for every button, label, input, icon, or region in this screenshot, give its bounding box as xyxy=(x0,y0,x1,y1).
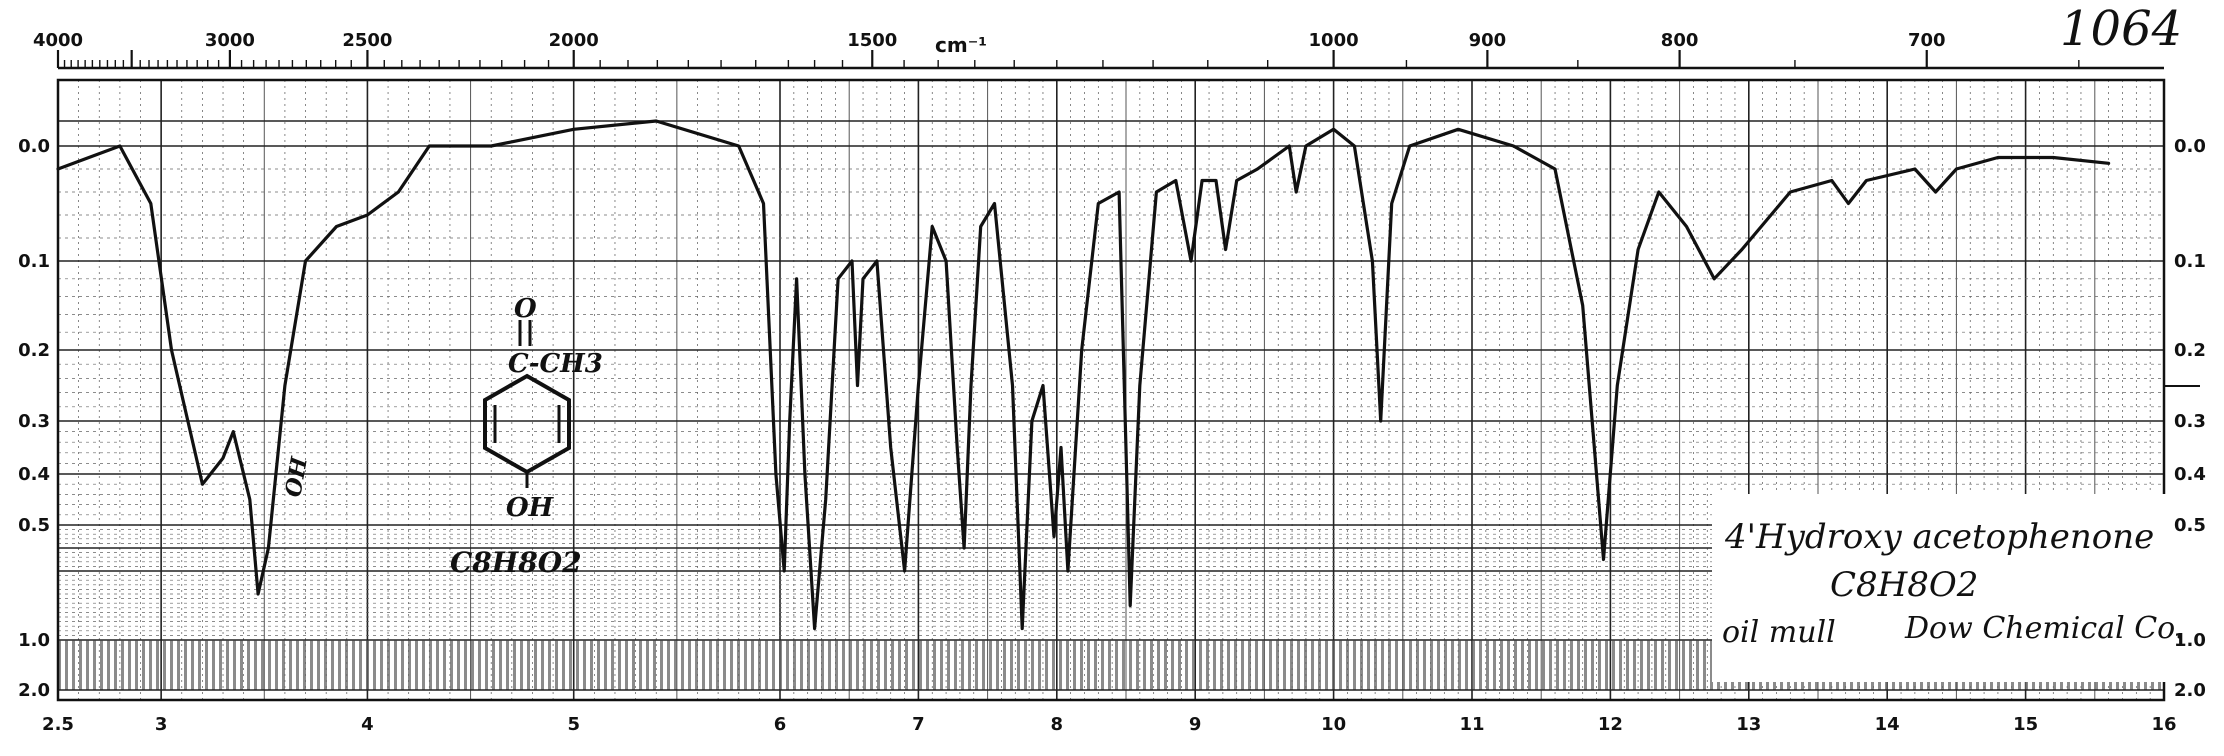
structure-substituent-label: C-CH3 xyxy=(508,349,603,379)
bottom-axis-tick-label: 15 xyxy=(2013,714,2038,735)
top-axis-tick-label: 800 xyxy=(1661,30,1699,51)
bottom-axis-tick-label: 10 xyxy=(1321,714,1346,735)
top-axis-tick-label: 900 xyxy=(1469,30,1507,51)
left-axis-tick-label: 0.2 xyxy=(18,340,50,361)
left-axis-labels: 0.0 0.1 0.2 0.3 0.4 0.5 1.0 2.0 xyxy=(18,136,50,701)
top-axis-tick-label: 4000 xyxy=(33,30,83,51)
right-axis-tick-label: 1.0 xyxy=(2174,630,2206,651)
left-axis-tick-label: 0.1 xyxy=(18,251,50,272)
left-axis-tick-label: 0.3 xyxy=(18,411,50,432)
bottom-axis-tick-label: 9 xyxy=(1189,714,1202,735)
left-axis-tick-label: 2.0 xyxy=(18,680,50,701)
right-axis-tick-label: 0.0 xyxy=(2174,136,2206,157)
top-axis-tick-label: 3000 xyxy=(205,30,255,51)
right-axis-tick-label: 0.5 xyxy=(2174,515,2206,536)
bottom-axis-tick-label: 4 xyxy=(361,714,374,735)
left-axis-tick-label: 0.0 xyxy=(18,136,50,157)
top-axis-unit-label: cm⁻¹ xyxy=(935,33,987,57)
top-axis-tick-label: 1500 xyxy=(847,30,897,51)
left-axis-tick-label: 0.4 xyxy=(18,464,50,485)
spectrum-series xyxy=(56,119,2111,631)
top-axis-tick-label: 700 xyxy=(1908,30,1946,51)
right-axis-tick-label: 0.4 xyxy=(2174,464,2206,485)
bottom-axis-tick-label: 12 xyxy=(1598,714,1623,735)
right-axis-labels: 0.0 0.1 0.2 0.3 0.4 0.5 1.0 2.0 xyxy=(2174,136,2206,701)
sample-prep: oil mull xyxy=(1722,615,1836,650)
bottom-axis-labels: 2.5 3 4 5 6 7 8 9 10 11 12 13 14 15 16 xyxy=(42,714,2176,735)
spectrum-line xyxy=(56,119,2111,631)
right-axis-tick-label: 2.0 xyxy=(2174,680,2206,701)
bottom-axis-tick-label: 6 xyxy=(774,714,787,735)
bottom-axis-tick-label: 13 xyxy=(1736,714,1761,735)
bottom-axis-tick-label: 2.5 xyxy=(42,714,74,735)
info-box-background xyxy=(1712,494,2170,682)
top-axis-tick-label: 2000 xyxy=(549,30,599,51)
left-axis-tick-label: 0.5 xyxy=(18,515,50,536)
right-axis-tick-label: 0.2 xyxy=(2174,340,2206,361)
structure-hydroxyl-label: OH xyxy=(506,493,555,523)
molecule-structure: O C-CH3 OH C8H8O2 xyxy=(450,294,603,579)
right-axis-tick-label: 0.1 xyxy=(2174,251,2206,272)
top-axis-tick-label: 1000 xyxy=(1309,30,1359,51)
bottom-axis-tick-label: 14 xyxy=(1875,714,1900,735)
plot-frame xyxy=(56,66,2200,702)
data-source: Dow Chemical Co. xyxy=(1904,611,2184,646)
bottom-axis-tick-label: 3 xyxy=(155,714,168,735)
benzene-ring xyxy=(483,373,571,475)
peak-oh-annotation: OH xyxy=(280,454,313,499)
structure-formula-label: C8H8O2 xyxy=(450,546,582,579)
chart-number: 1064 xyxy=(2060,1,2182,57)
top-axis-labels: 4000 3000 2500 2000 1500 1000 900 800 700 xyxy=(33,30,1946,51)
compound-formula: C8H8O2 xyxy=(1830,565,1978,605)
top-axis-tick-label: 2500 xyxy=(342,30,392,51)
compound-name: 4'Hydroxy acetophenone xyxy=(1724,517,2154,557)
compound-info-box: 4'Hydroxy acetophenone C8H8O2 oil mull D… xyxy=(1712,494,2184,682)
bottom-axis-tick-label: 16 xyxy=(2151,714,2176,735)
bottom-axis-tick-label: 8 xyxy=(1051,714,1064,735)
bottom-axis-tick-label: 11 xyxy=(1459,714,1484,735)
top-axis-ticks xyxy=(56,50,2080,68)
plot-border xyxy=(56,78,2166,702)
right-axis-tick-label: 0.3 xyxy=(2174,411,2206,432)
left-axis-tick-label: 1.0 xyxy=(18,630,50,651)
bottom-axis-tick-label: 5 xyxy=(567,714,580,735)
bottom-axis-tick-label: 7 xyxy=(912,714,925,735)
structure-carbonyl-o-label: O xyxy=(514,294,537,324)
